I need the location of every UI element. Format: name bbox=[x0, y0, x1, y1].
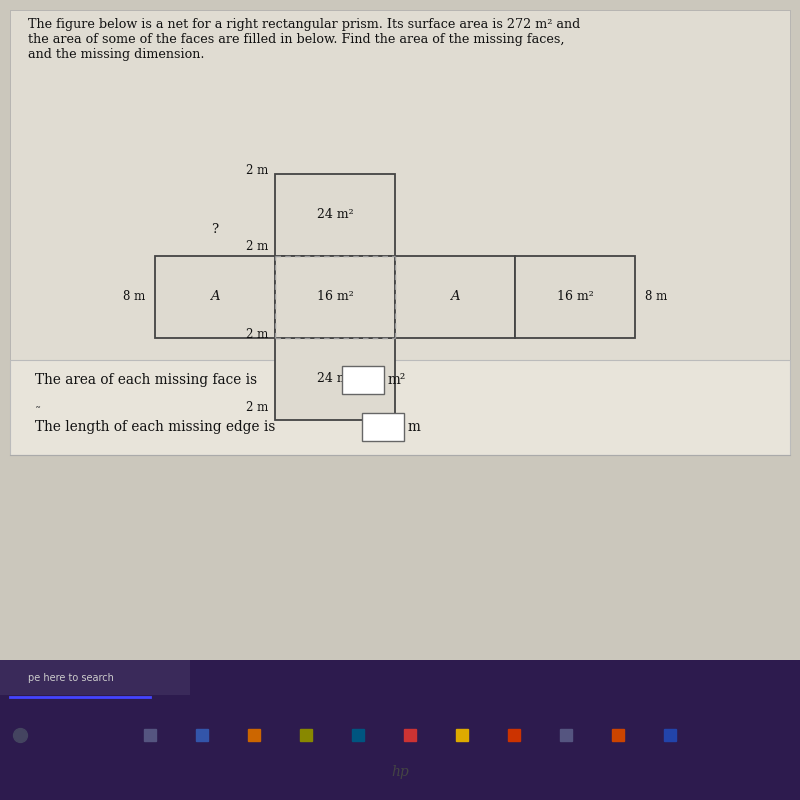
Text: 16 m²: 16 m² bbox=[557, 290, 594, 303]
Text: The length of each missing edge is: The length of each missing edge is bbox=[35, 420, 275, 434]
Bar bbox=[275, 338, 395, 420]
Text: 2 m: 2 m bbox=[246, 163, 268, 177]
Bar bbox=[155, 256, 275, 338]
Text: hp: hp bbox=[391, 765, 409, 779]
Text: ?: ? bbox=[211, 223, 218, 236]
Text: The area of each missing face is: The area of each missing face is bbox=[35, 373, 257, 387]
Text: 8 m: 8 m bbox=[645, 290, 667, 303]
Text: 2 m: 2 m bbox=[246, 239, 268, 253]
Text: 24 m²: 24 m² bbox=[317, 373, 354, 386]
Text: m²: m² bbox=[388, 373, 406, 387]
Text: 24 m²: 24 m² bbox=[317, 209, 354, 222]
Bar bbox=[10, 10, 790, 455]
Text: 16 m²: 16 m² bbox=[317, 290, 354, 303]
Text: The figure below is a net for a right rectangular prism. Its surface area is 272: The figure below is a net for a right re… bbox=[28, 18, 580, 61]
Bar bbox=[10, 360, 790, 455]
Text: 2 m: 2 m bbox=[246, 402, 268, 414]
Bar bbox=[342, 366, 384, 394]
Text: 2 m: 2 m bbox=[246, 327, 268, 341]
Bar bbox=[0, 660, 800, 800]
Bar bbox=[0, 660, 190, 695]
Bar bbox=[275, 174, 395, 256]
Text: m: m bbox=[408, 420, 421, 434]
Text: ˜: ˜ bbox=[35, 406, 42, 419]
Bar bbox=[362, 413, 404, 441]
Text: 8 m: 8 m bbox=[122, 290, 145, 303]
Bar bbox=[515, 256, 635, 338]
Text: A: A bbox=[210, 290, 220, 303]
Text: pe here to search: pe here to search bbox=[28, 673, 114, 683]
Text: A: A bbox=[450, 290, 460, 303]
Bar bbox=[275, 256, 395, 338]
Bar bbox=[395, 256, 515, 338]
